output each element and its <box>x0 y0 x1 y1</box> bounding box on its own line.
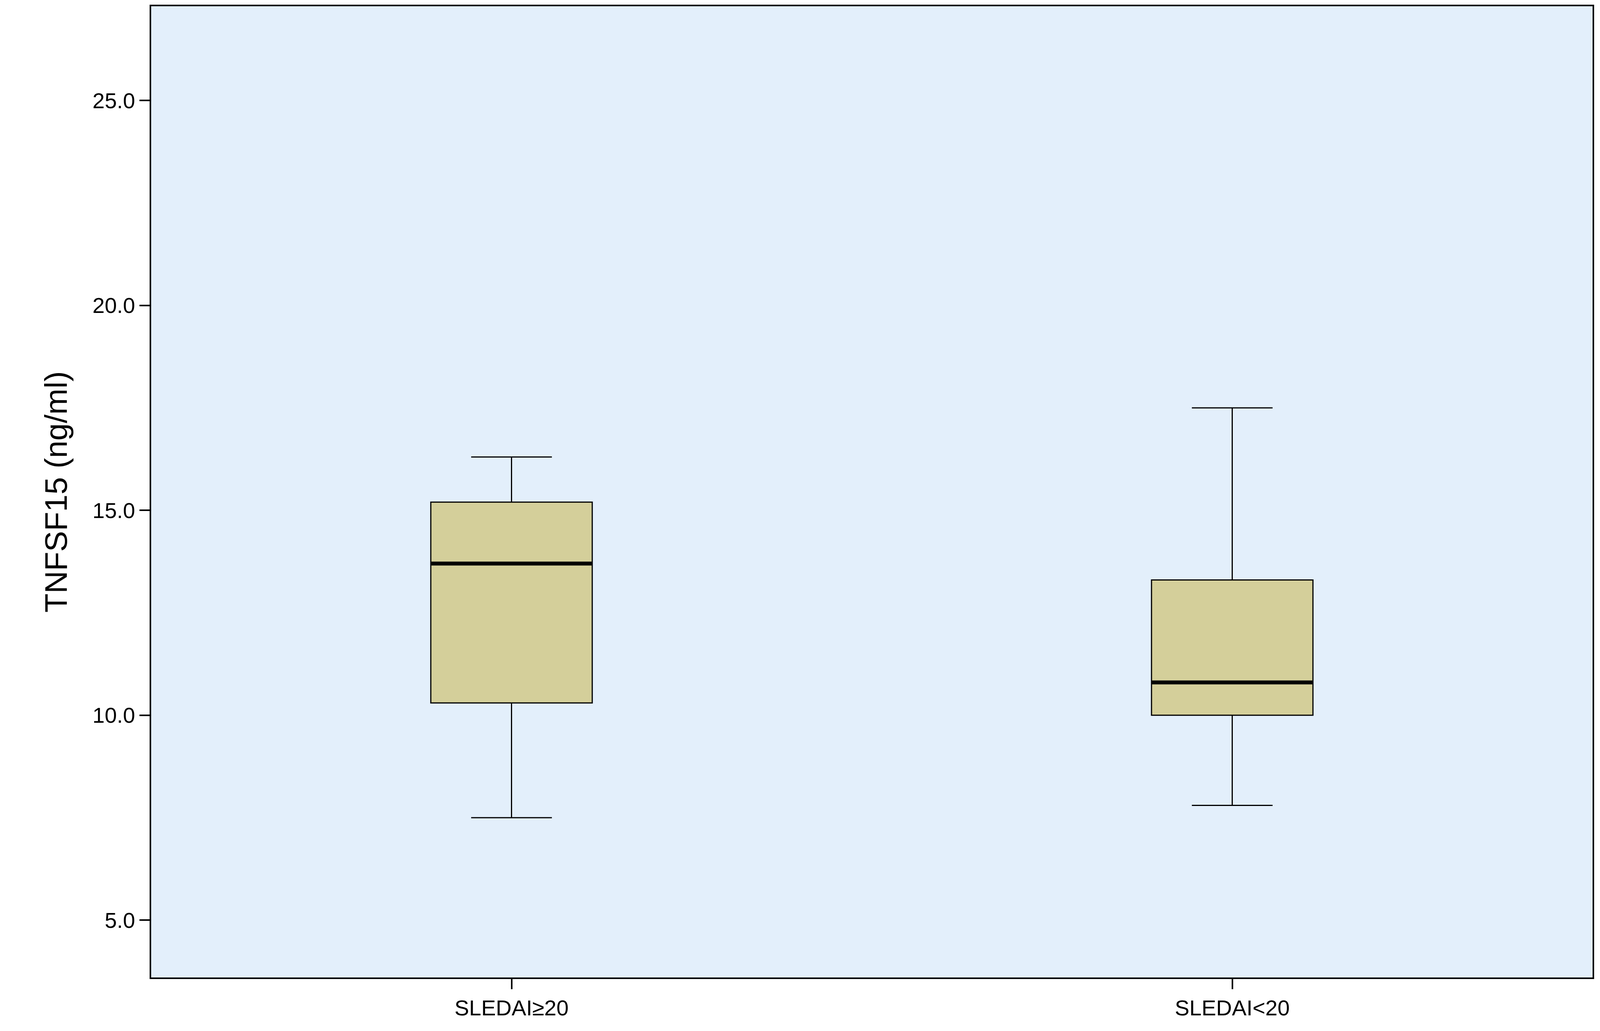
svg-text:10.0: 10.0 <box>92 702 136 728</box>
svg-text:SLEDAI≥20: SLEDAI≥20 <box>454 995 569 1020</box>
svg-text:25.0: 25.0 <box>92 88 136 113</box>
svg-text:5.0: 5.0 <box>104 907 136 933</box>
svg-text:15.0: 15.0 <box>92 498 136 523</box>
svg-text:TNFSF15 (ng/ml): TNFSF15 (ng/ml) <box>38 371 74 613</box>
svg-text:SLEDAI<20: SLEDAI<20 <box>1174 995 1290 1020</box>
svg-text:20.0: 20.0 <box>92 292 136 318</box>
